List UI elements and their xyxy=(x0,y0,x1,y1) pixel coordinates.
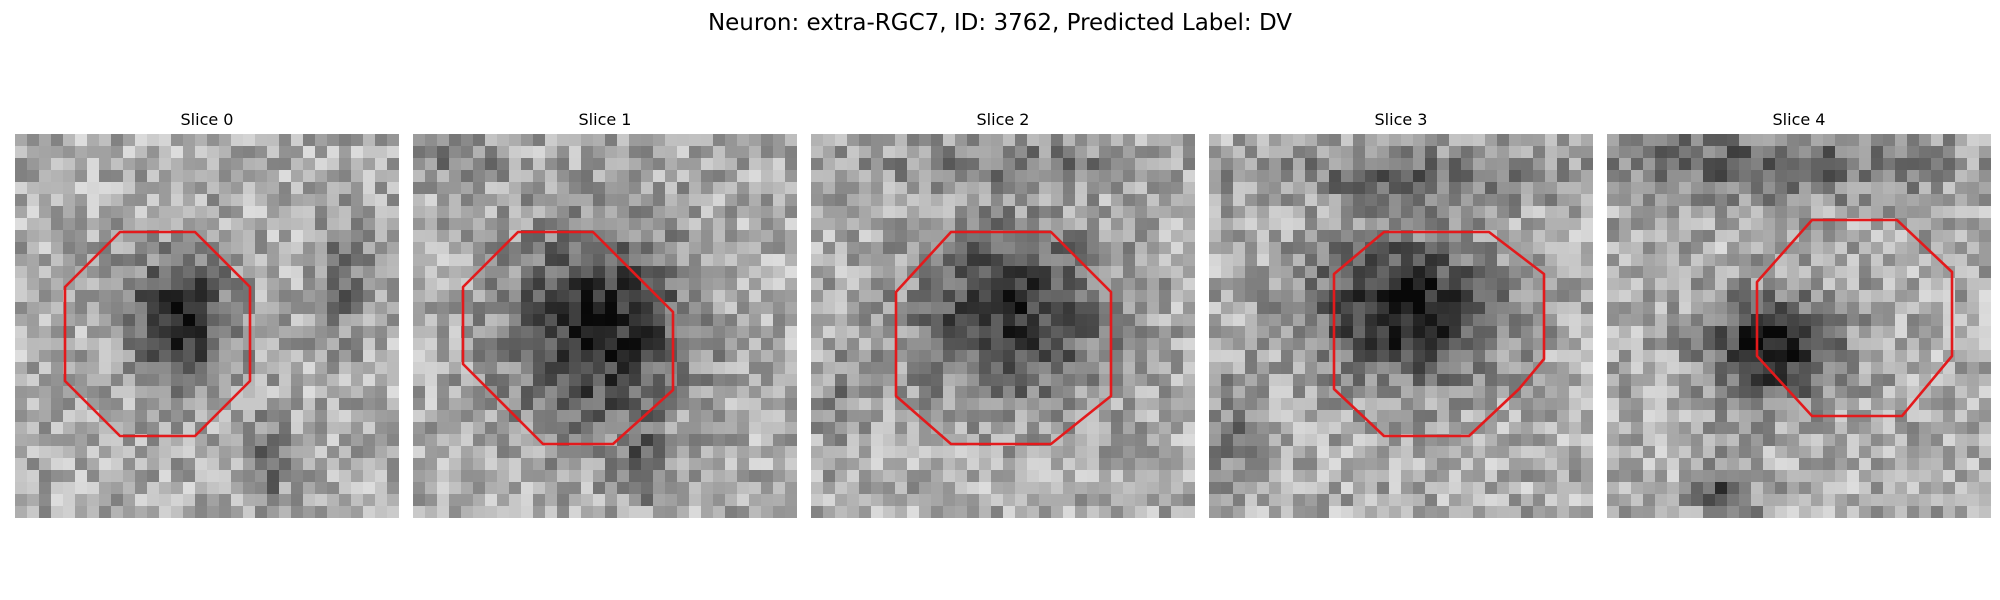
roi-outline xyxy=(1755,218,1954,418)
roi-outline xyxy=(1332,230,1546,438)
slice-image xyxy=(811,134,1195,518)
slice-title: Slice 0 xyxy=(180,110,234,129)
roi-outline xyxy=(63,230,252,438)
slice-title: Slice 3 xyxy=(1374,110,1428,129)
slice-panel-4: Slice 4 xyxy=(1607,108,1991,518)
slice-image xyxy=(413,134,797,518)
slice-title: Slice 1 xyxy=(578,110,632,129)
roi-outline xyxy=(461,230,675,446)
slice-panel-1: Slice 1 xyxy=(413,108,797,518)
slice-image xyxy=(1607,134,1991,518)
slice-title: Slice 4 xyxy=(1772,110,1826,129)
slice-panel-2: Slice 2 xyxy=(811,108,1195,518)
slice-panel-0: Slice 0 xyxy=(15,108,399,518)
slice-panel-3: Slice 3 xyxy=(1209,108,1593,518)
figure-title: Neuron: extra-RGC7, ID: 3762, Predicted … xyxy=(707,10,1293,36)
slice-image xyxy=(15,134,399,518)
slice-image xyxy=(1209,134,1593,518)
roi-outline xyxy=(894,230,1113,446)
slice-title: Slice 2 xyxy=(976,110,1030,129)
